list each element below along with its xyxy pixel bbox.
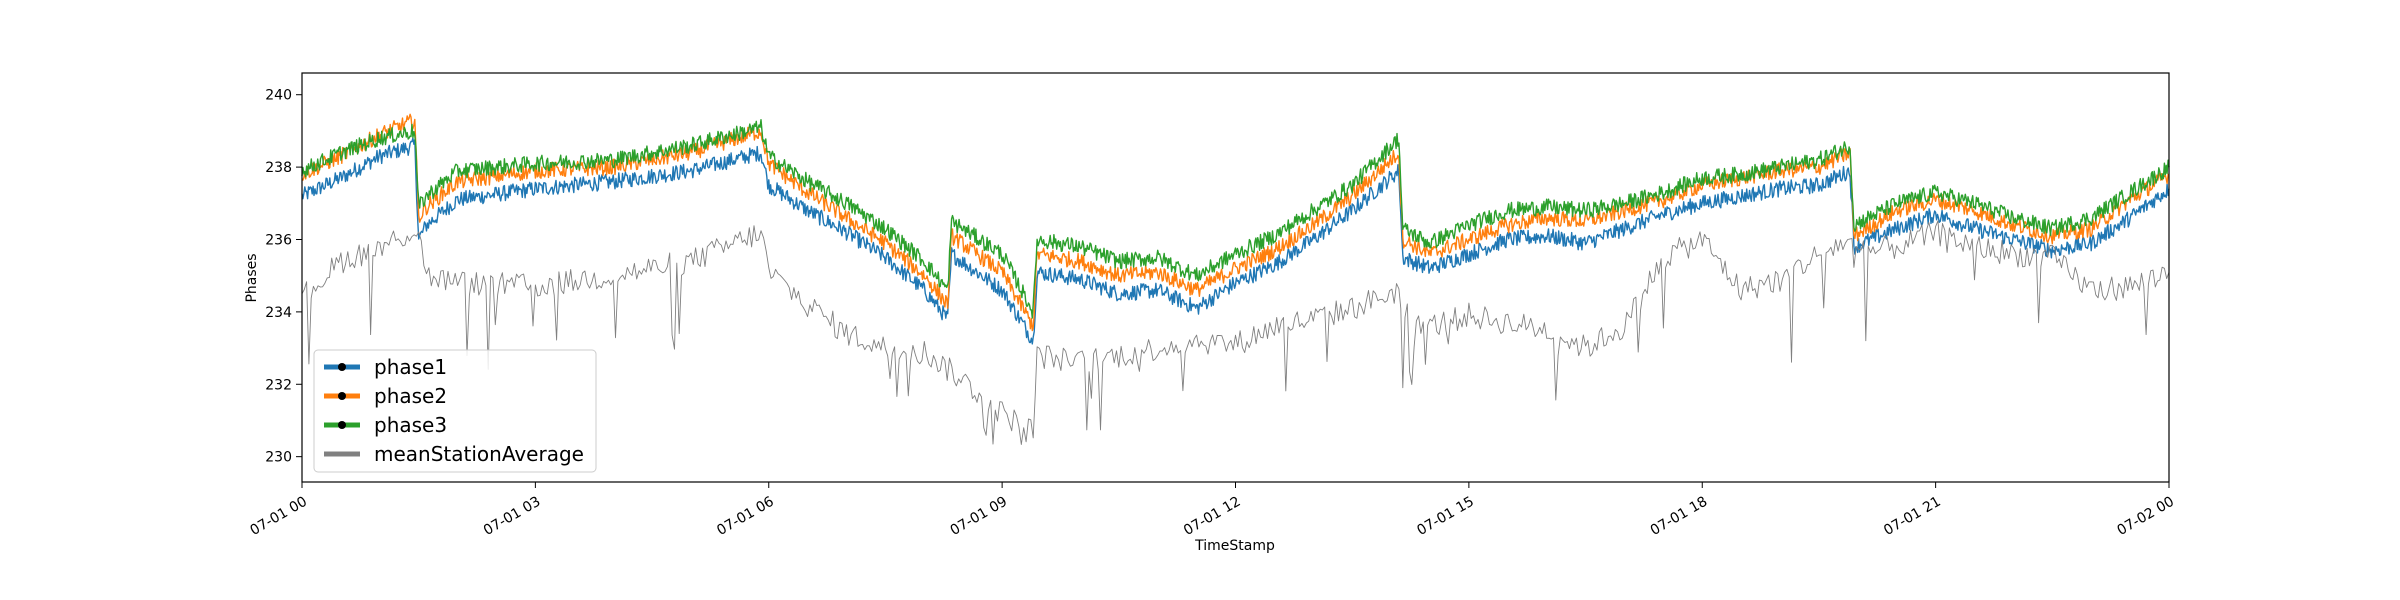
y-tick-label: 234 — [265, 305, 292, 321]
legend-label-meanStationAverage: meanStationAverage — [374, 442, 584, 466]
x-tick-label: 07-01 18 — [1648, 494, 1711, 539]
plot-frame — [301, 72, 2170, 483]
y-axis-label: Phases — [244, 253, 260, 302]
x-tick-label: 07-01 09 — [948, 494, 1011, 539]
x-axis-label: TimeStamp — [1194, 538, 1275, 554]
x-tick-label: 07-01 21 — [1881, 494, 1944, 539]
legend-marker-phase1 — [338, 363, 346, 371]
y-axis-ticks: 230 232 234 236 238 240 — [265, 88, 302, 466]
series-layer — [301, 113, 2170, 445]
legend-label-phase3: phase3 — [374, 413, 447, 437]
x-tick-label: 07-01 12 — [1181, 494, 1244, 539]
y-tick-label: 232 — [265, 377, 292, 393]
plot-area — [302, 73, 2169, 482]
y-tick-label: 236 — [265, 232, 292, 248]
legend-marker-phase3 — [338, 421, 346, 429]
legend-box — [313, 349, 597, 473]
legend-marker-phase2 — [338, 392, 346, 400]
x-tick-label: 07-01 03 — [481, 494, 544, 539]
x-tick-label: 07-01 00 — [247, 494, 310, 539]
x-tick-label: 07-01 15 — [1414, 494, 1477, 539]
x-tick-label: 07-01 06 — [714, 494, 777, 539]
legend-label-phase1: phase1 — [374, 355, 447, 379]
y-tick-label: 240 — [265, 88, 292, 104]
x-axis-ticks: 07-01 00 07-01 03 07-01 06 07-01 09 07-01 12… — [247, 482, 2177, 539]
y-tick-label: 238 — [265, 160, 292, 176]
legend: phase1 phase2 phase3 meanStationAverage — [313, 349, 597, 473]
y-tick-label: 230 — [265, 450, 292, 466]
series-line-phase1 — [301, 137, 2170, 345]
series-line-phase3 — [301, 119, 2170, 319]
series-line-meanStationAverage — [301, 220, 2170, 445]
legend-label-phase2: phase2 — [374, 384, 447, 408]
x-tick-label: 07-02 00 — [2114, 494, 2177, 539]
series-line-phase2 — [301, 113, 2170, 332]
